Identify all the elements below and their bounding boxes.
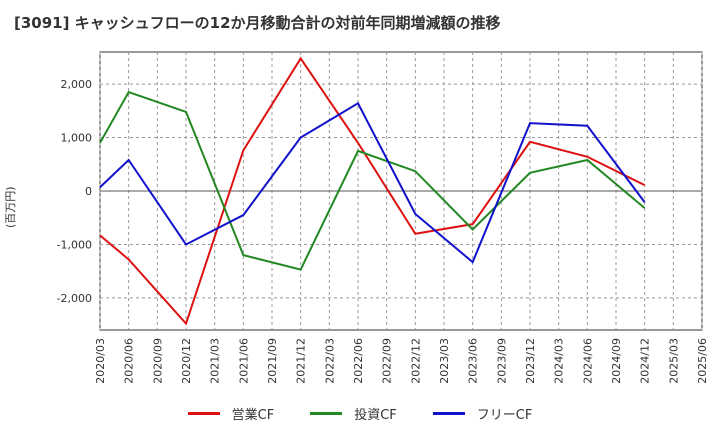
x-tick-label: 2024/03 xyxy=(553,338,566,384)
y-tick-label: -1,000 xyxy=(57,238,92,251)
x-tick-label: 2021/09 xyxy=(266,338,279,384)
x-tick-label: 2024/09 xyxy=(610,338,623,384)
x-tick-label: 2020/09 xyxy=(151,338,164,384)
x-tick-label: 2020/06 xyxy=(123,338,136,384)
y-tick-label: 0 xyxy=(85,185,92,198)
legend-item-operating-cf: 営業CF xyxy=(187,404,275,423)
legend-item-free-cf: フリーCF xyxy=(432,404,533,423)
x-tick-label: 2024/12 xyxy=(639,338,652,384)
x-tick-label: 2022/03 xyxy=(323,338,336,384)
legend-label-investing-cf: 投資CF xyxy=(354,408,397,423)
legend-swatch-free-cf xyxy=(432,412,465,415)
y-tick-label: -2,000 xyxy=(57,292,92,305)
x-tick-label: 2024/06 xyxy=(581,338,594,384)
legend: 営業CF 投資CF フリーCF xyxy=(0,404,720,423)
chart-title: [3091] キャッシュフローの12か月移動合計の対前年同期増減額の推移 xyxy=(14,14,501,32)
x-tick-label: 2025/03 xyxy=(667,338,680,384)
x-tick-label: 2023/03 xyxy=(438,338,451,384)
x-tick-label: 2023/09 xyxy=(495,338,508,384)
series-line-1 xyxy=(99,90,646,271)
x-tick-label: 2021/03 xyxy=(209,338,222,384)
legend-swatch-investing-cf xyxy=(310,412,343,415)
x-tick-label: 2022/06 xyxy=(352,338,365,384)
legend-label-operating-cf: 営業CF xyxy=(231,408,275,423)
x-tick-label: 2020/03 xyxy=(94,338,107,384)
series-line-2 xyxy=(99,101,646,264)
legend-label-free-cf: フリーCF xyxy=(476,408,533,423)
x-tick-label: 2025/06 xyxy=(696,338,709,384)
y-tick-label: 1,000 xyxy=(61,132,93,145)
x-tick-label: 2021/06 xyxy=(237,338,250,384)
x-tick-label: 2022/09 xyxy=(381,338,394,384)
series-line-0 xyxy=(99,56,646,326)
y-tick-label: 2,000 xyxy=(61,78,93,91)
x-tick-label: 2020/12 xyxy=(180,338,193,384)
x-tick-label: 2022/12 xyxy=(409,338,422,384)
x-tick-label: 2023/06 xyxy=(467,338,480,384)
legend-swatch-operating-cf xyxy=(187,412,220,415)
legend-item-investing-cf: 投資CF xyxy=(310,404,397,423)
x-tick-label: 2021/12 xyxy=(295,338,308,384)
x-tick-label: 2023/12 xyxy=(524,338,537,384)
